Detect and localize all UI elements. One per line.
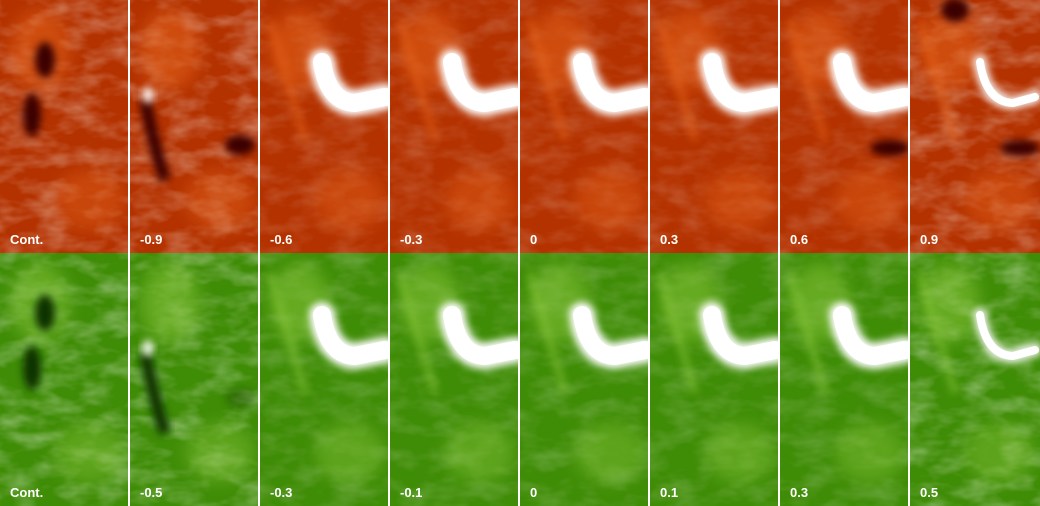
panel — [910, 0, 1040, 253]
bright-patch — [965, 423, 1035, 483]
bright-patch — [315, 423, 385, 483]
dark-feature — [35, 295, 55, 331]
streak — [396, 271, 439, 395]
streak — [786, 18, 829, 142]
streak — [266, 271, 309, 395]
panel — [650, 0, 778, 253]
panel-label: 0 — [530, 485, 537, 500]
bright-core — [703, 53, 778, 113]
panel-label: 0.6 — [790, 232, 808, 247]
panel — [390, 0, 518, 253]
streak — [786, 271, 829, 395]
panel-label: -0.3 — [400, 232, 422, 247]
separator — [518, 0, 520, 506]
bright-patch — [315, 170, 385, 230]
streak — [396, 18, 439, 142]
bright-feature — [143, 340, 153, 356]
bright-core — [313, 53, 388, 113]
panel — [520, 253, 648, 506]
bright-patch — [575, 423, 645, 483]
bright-patch — [185, 423, 255, 483]
panel — [0, 0, 128, 253]
panel — [780, 253, 908, 506]
separator — [388, 0, 390, 506]
panel — [520, 0, 648, 253]
bright-core — [833, 306, 908, 366]
separator — [128, 0, 130, 506]
bright-patch — [185, 170, 255, 230]
panel-label: 0 — [530, 232, 537, 247]
bright-core — [976, 58, 1039, 108]
panel — [130, 0, 258, 253]
bright-core — [573, 306, 648, 366]
bright-patch — [140, 263, 200, 343]
bright-core — [443, 53, 518, 113]
panel-label: 0.1 — [660, 485, 678, 500]
bright-patch — [705, 170, 775, 230]
panel — [780, 0, 908, 253]
streak — [526, 18, 569, 142]
panel — [910, 253, 1040, 506]
panel-label: Cont. — [10, 485, 43, 500]
panel — [390, 253, 518, 506]
panel-label: 0.5 — [920, 485, 938, 500]
dark-feature — [139, 98, 171, 182]
bright-patch — [835, 423, 905, 483]
dark-feature — [35, 42, 55, 78]
panel-label: Cont. — [10, 232, 43, 247]
dark-feature — [23, 346, 41, 390]
dark-feature — [23, 93, 41, 137]
bright-patch — [445, 170, 515, 230]
dark-feature — [870, 140, 908, 156]
bright-core — [833, 53, 908, 113]
bright-core — [573, 53, 648, 113]
streak — [656, 271, 699, 395]
panel-label: 0.3 — [790, 485, 808, 500]
bright-feature — [143, 87, 153, 103]
separator — [908, 0, 910, 506]
bright-patch — [55, 170, 125, 230]
panel — [0, 253, 128, 506]
separator — [778, 0, 780, 506]
separator — [648, 0, 650, 506]
dark-feature — [225, 135, 255, 155]
panel — [260, 253, 388, 506]
dark-feature — [941, 0, 969, 22]
separator — [258, 0, 260, 506]
bright-patch — [445, 423, 515, 483]
panel — [650, 253, 778, 506]
streak — [656, 18, 699, 142]
panel-label: -0.9 — [140, 232, 162, 247]
dark-feature — [225, 388, 255, 408]
panel-label: 0.9 — [920, 232, 938, 247]
bright-core — [703, 306, 778, 366]
bright-core — [313, 306, 388, 366]
streak — [526, 271, 569, 395]
streak — [916, 271, 959, 395]
bright-patch — [705, 423, 775, 483]
panel-label: -0.3 — [270, 485, 292, 500]
panel-label: -0.5 — [140, 485, 162, 500]
panel-label: -0.1 — [400, 485, 422, 500]
bright-patch — [965, 170, 1035, 230]
dark-feature — [1000, 140, 1040, 156]
bright-patch — [140, 10, 200, 90]
streak — [266, 18, 309, 142]
bright-patch — [55, 423, 125, 483]
panel-label: 0.3 — [660, 232, 678, 247]
panel — [260, 0, 388, 253]
bright-patch — [575, 170, 645, 230]
bright-patch — [835, 170, 905, 230]
bright-core — [443, 306, 518, 366]
dark-feature — [139, 351, 171, 435]
panel-label: -0.6 — [270, 232, 292, 247]
streak — [916, 18, 959, 142]
bright-core — [976, 311, 1039, 361]
panel — [130, 253, 258, 506]
